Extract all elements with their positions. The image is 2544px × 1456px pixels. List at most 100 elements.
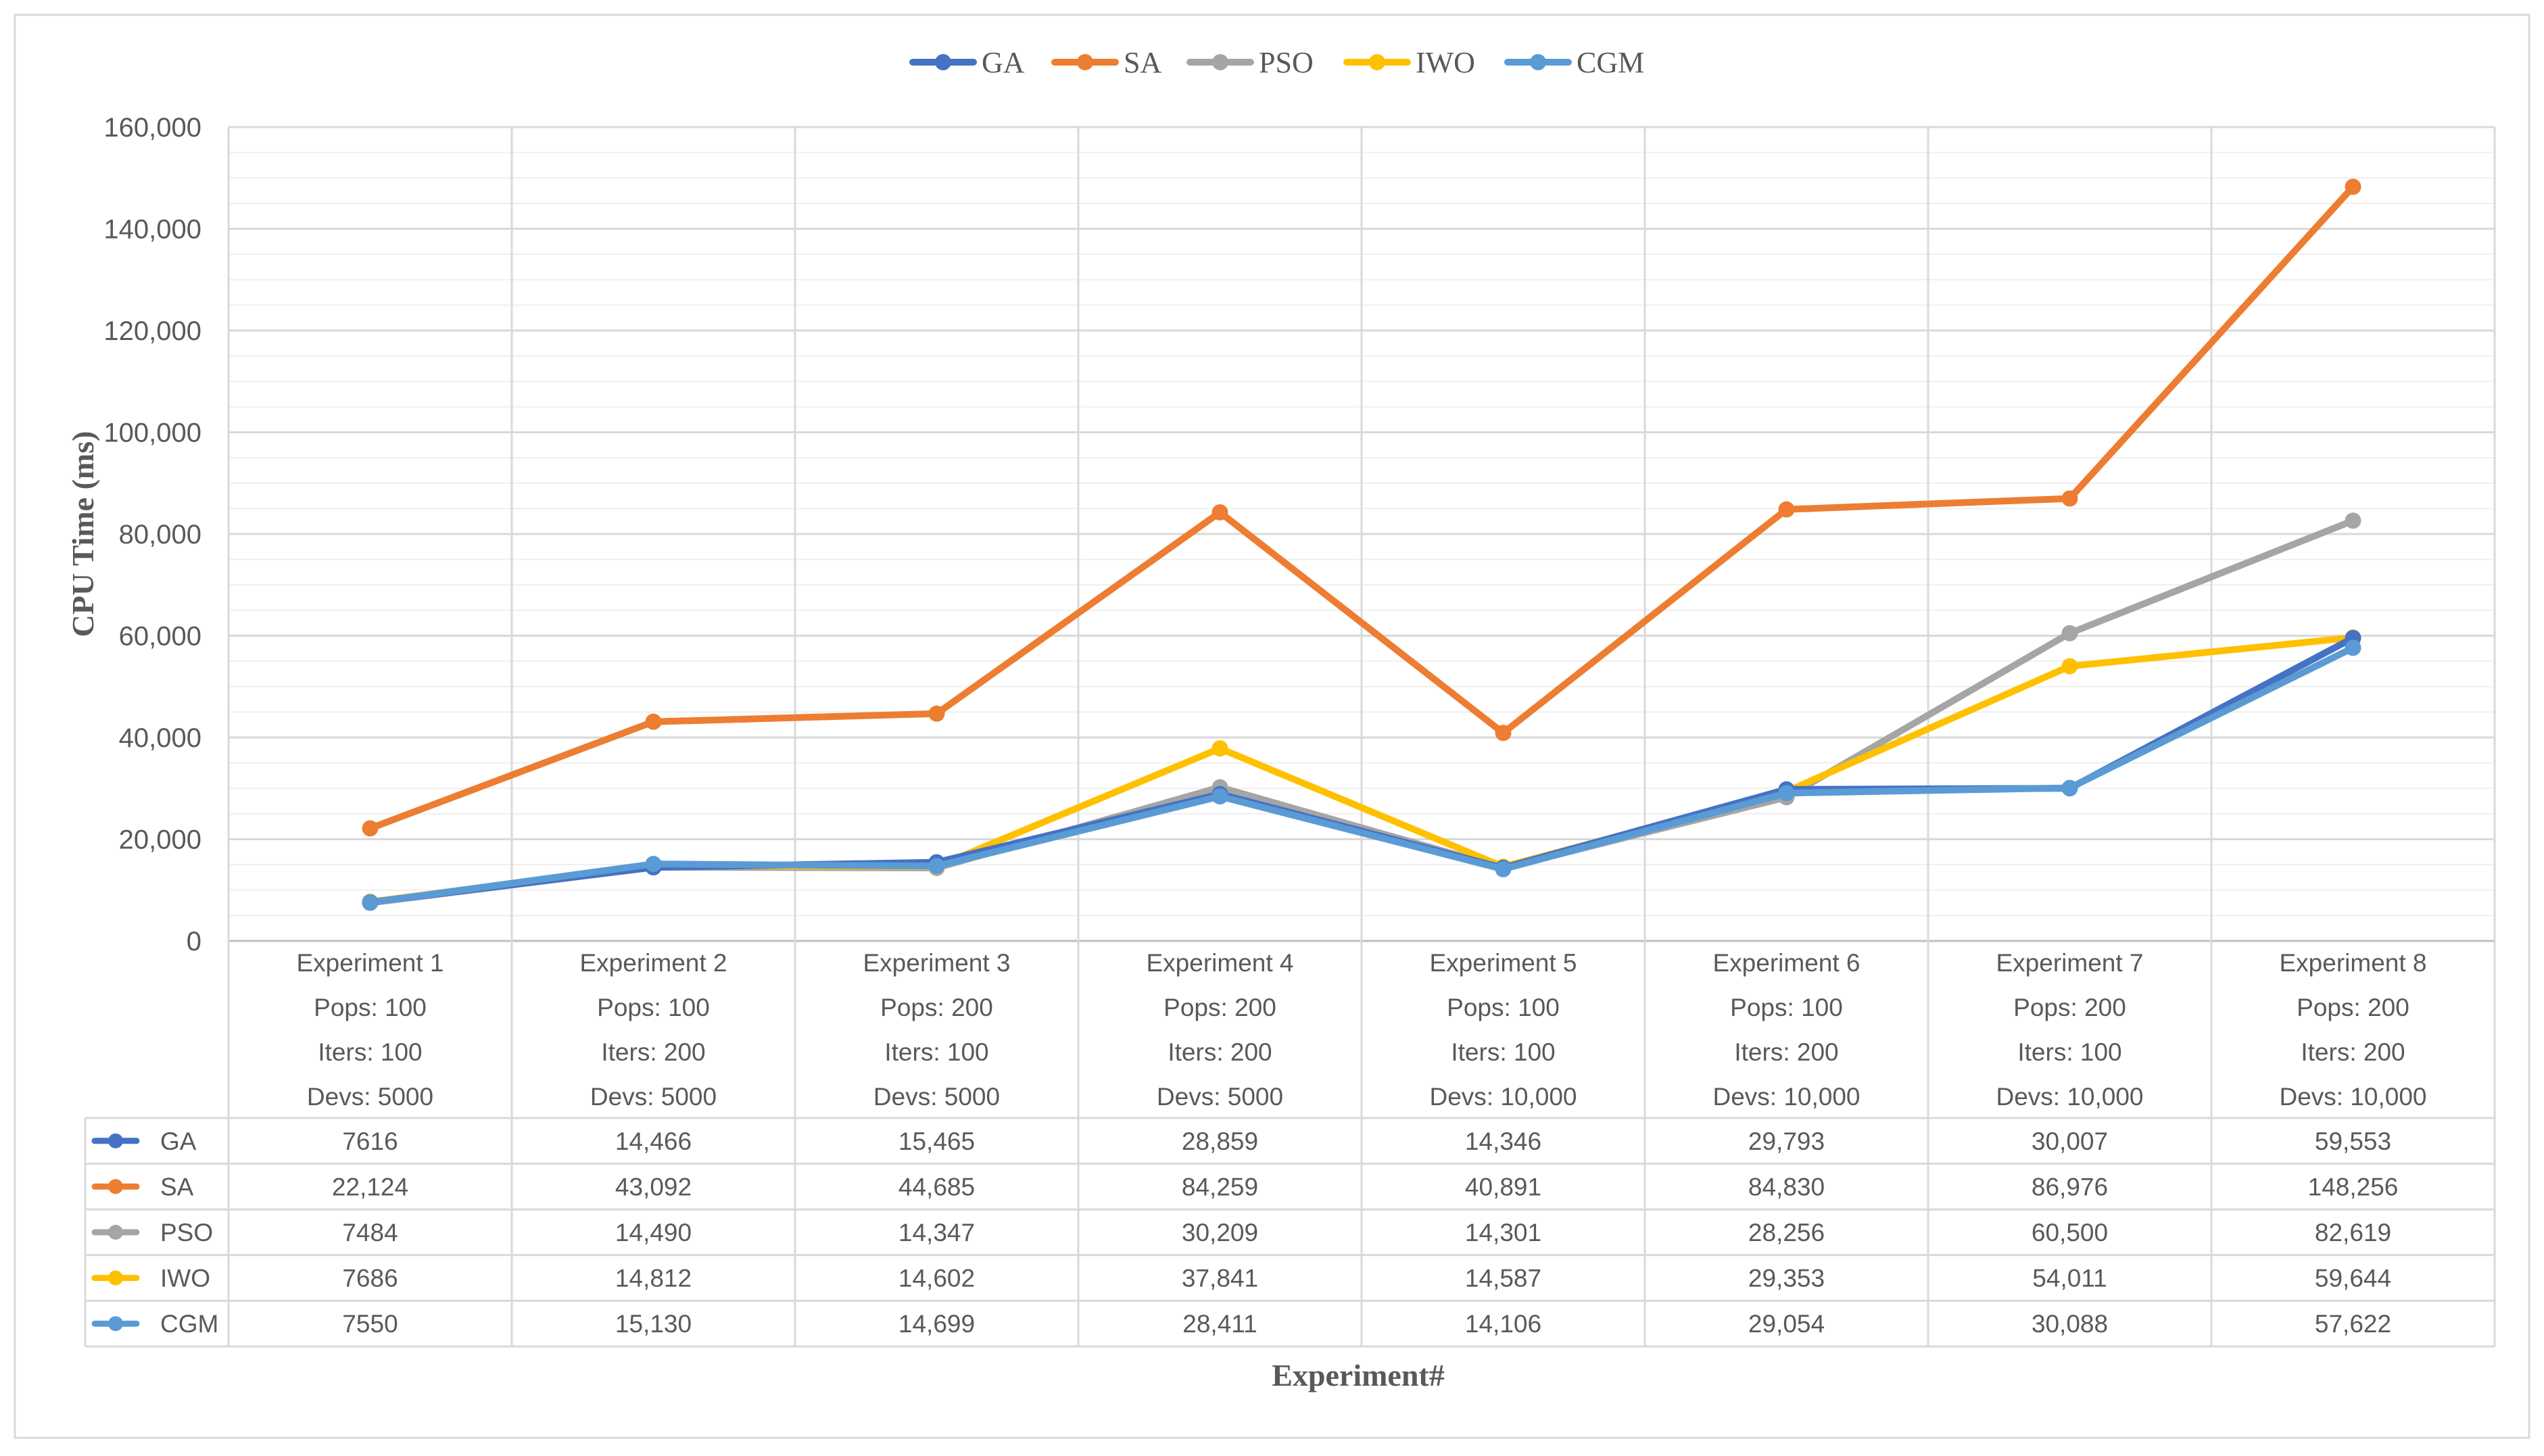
table-cell: 84,259 [1182, 1173, 1258, 1200]
x-category-label: Pops: 100 [1447, 994, 1560, 1021]
y-tick-label: 100,000 [103, 418, 201, 448]
table-cell: 22,124 [332, 1173, 408, 1200]
x-category-label: Devs: 10,000 [1429, 1083, 1577, 1111]
y-axis-title: CPU Time (ms) [66, 431, 100, 637]
data-point-cgm [928, 858, 945, 875]
x-category-label: Devs: 5000 [1157, 1083, 1283, 1111]
table-cell: 15,465 [898, 1127, 975, 1155]
table-legend-key-marker [108, 1316, 123, 1332]
legend-key-marker [1369, 54, 1385, 70]
table-cell: 14,602 [898, 1265, 975, 1292]
x-category-label: Pops: 100 [1730, 994, 1843, 1021]
x-category-label: Experiment 3 [863, 949, 1011, 977]
y-tick-label: 140,000 [103, 215, 201, 245]
table-cell: 84,830 [1748, 1173, 1825, 1200]
table-cell: 28,256 [1748, 1219, 1825, 1246]
legend-label: GA [982, 46, 1025, 79]
table-cell: 30,088 [2032, 1310, 2108, 1338]
table-cell: 44,685 [898, 1173, 975, 1200]
y-tick-label: 60,000 [119, 622, 201, 652]
x-category-label: Pops: 200 [2297, 994, 2409, 1021]
table-cell: 7616 [342, 1127, 398, 1155]
data-point-sa [1495, 725, 1512, 742]
x-category-label: Devs: 5000 [873, 1083, 1000, 1111]
table-cell: 7484 [342, 1219, 398, 1246]
data-point-cgm [2061, 779, 2078, 796]
table-legend-key-marker [108, 1270, 123, 1286]
data-point-iwo [2061, 658, 2078, 675]
table-cell: 29,054 [1748, 1310, 1825, 1338]
table-cell: 7686 [342, 1265, 398, 1292]
x-category-label: Pops: 200 [2013, 994, 2126, 1021]
legend-label: IWO [1416, 46, 1475, 79]
table-series-label: IWO [160, 1265, 210, 1292]
data-point-cgm [362, 894, 379, 911]
table-series-label: PSO [160, 1219, 213, 1246]
data-point-cgm [1778, 785, 1795, 802]
x-category-label: Iters: 100 [1451, 1038, 1555, 1066]
x-category-label: Experiment 7 [1996, 949, 2144, 977]
table-cell: 59,644 [2315, 1265, 2391, 1292]
data-point-cgm [645, 856, 662, 873]
x-category-label: Iters: 200 [1734, 1038, 1838, 1066]
table-cell: 14,699 [898, 1310, 975, 1338]
y-tick-label: 160,000 [103, 113, 201, 143]
table-cell: 148,256 [2308, 1173, 2399, 1200]
table-series-label: SA [160, 1173, 194, 1200]
table-legend-key-marker [108, 1225, 123, 1240]
legend-label: SA [1124, 46, 1161, 79]
table-legend-key-marker [108, 1179, 123, 1194]
table-cell: 37,841 [1182, 1265, 1258, 1292]
table-cell: 14,812 [615, 1265, 692, 1292]
x-category-label: Pops: 100 [597, 994, 710, 1021]
data-point-sa [1778, 501, 1795, 518]
table-cell: 60,500 [2032, 1219, 2108, 1246]
data-point-sa [362, 820, 379, 837]
x-category-label: Iters: 200 [1168, 1038, 1272, 1066]
table-cell: 59,553 [2315, 1127, 2391, 1155]
table-cell: 43,092 [615, 1173, 692, 1200]
table-cell: 28,859 [1182, 1127, 1258, 1155]
table-cell: 40,891 [1465, 1173, 1541, 1200]
chart-frame [14, 14, 2530, 1439]
x-category-label: Experiment 5 [1430, 949, 1577, 977]
data-point-sa [2345, 178, 2361, 195]
x-category-label: Experiment 2 [580, 949, 727, 977]
y-tick-label: 40,000 [119, 723, 201, 753]
table-cell: 54,011 [2032, 1265, 2107, 1292]
x-category-label: Pops: 200 [1163, 994, 1276, 1021]
data-point-pso [2345, 512, 2361, 529]
data-point-sa [2061, 490, 2078, 507]
table-cell: 82,619 [2315, 1219, 2391, 1246]
data-point-pso [2061, 625, 2078, 641]
series-line-sa [366, 183, 2357, 832]
data-point-cgm [1495, 860, 1512, 877]
x-category-label: Iters: 200 [2301, 1038, 2405, 1066]
series-line-cgm [366, 644, 2357, 906]
legend-key-marker [1077, 54, 1093, 70]
legend-label: CGM [1577, 46, 1644, 79]
table-series-label: GA [160, 1127, 197, 1155]
table-series-label: CGM [160, 1310, 218, 1338]
x-category-label: Iters: 100 [318, 1038, 422, 1066]
x-category-label: Experiment 1 [297, 949, 444, 977]
table-cell: 29,793 [1748, 1127, 1825, 1155]
x-category-label: Iters: 200 [601, 1038, 705, 1066]
table-legend-key-marker [108, 1133, 123, 1148]
y-tick-label: 20,000 [119, 825, 201, 855]
table-cell: 30,007 [2032, 1127, 2108, 1155]
y-tick-label: 80,000 [119, 520, 201, 550]
x-category-label: Devs: 10,000 [1712, 1083, 1860, 1111]
x-category-label: Pops: 200 [880, 994, 993, 1021]
x-category-label: Experiment 8 [2280, 949, 2427, 977]
x-category-label: Devs: 5000 [590, 1083, 717, 1111]
table-cell: 57,622 [2315, 1310, 2391, 1338]
x-category-label: Devs: 10,000 [2279, 1083, 2426, 1111]
x-category-label: Experiment 4 [1147, 949, 1294, 977]
x-category-label: Devs: 10,000 [1996, 1083, 2143, 1111]
table-cell: 14,301 [1465, 1219, 1541, 1246]
table-cell: 14,106 [1465, 1310, 1541, 1338]
table-cell: 14,490 [615, 1219, 692, 1246]
